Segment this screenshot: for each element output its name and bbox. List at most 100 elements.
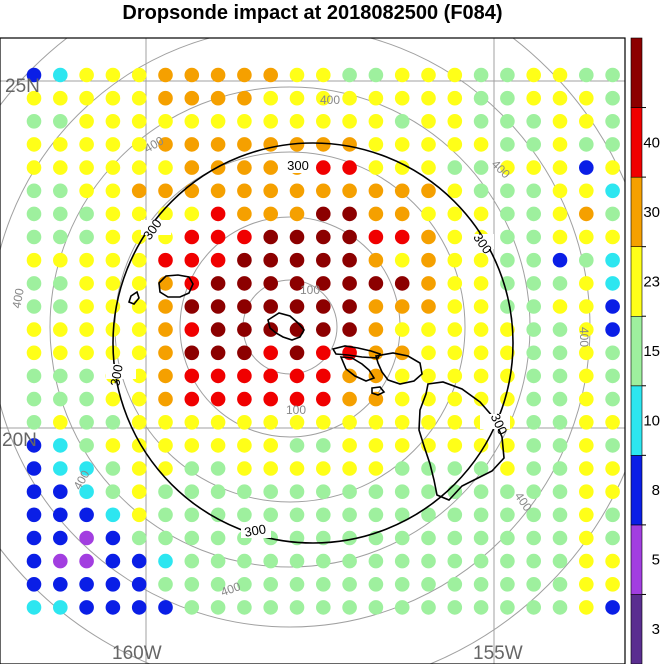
- colorbar-segment: [630, 594, 643, 664]
- colorbar-tick-label: 5: [652, 552, 660, 569]
- impact-dot: [289, 507, 305, 523]
- impact-dot: [552, 160, 568, 175]
- impact-dot: [237, 345, 252, 361]
- impact-dot: [394, 461, 410, 476]
- impact-dot: [210, 229, 226, 245]
- impact-dot: [579, 507, 594, 523]
- impact-dot: [316, 484, 331, 500]
- impact-dot: [184, 577, 200, 592]
- impact-dot: [79, 90, 94, 106]
- impact-dot: [552, 229, 568, 245]
- impact-dot: [53, 252, 68, 268]
- impact-dot: [342, 577, 357, 592]
- impact-dot: [53, 600, 68, 615]
- impact-dot: [105, 461, 121, 476]
- colorbar-segment: [630, 524, 643, 595]
- impact-dot: [342, 67, 357, 83]
- impact-dot: [263, 600, 279, 615]
- impact-dot: [263, 484, 279, 500]
- contour-label: 400: [320, 93, 340, 107]
- impact-dot: [289, 90, 305, 106]
- impact-dot: [105, 415, 121, 430]
- impact-dot: [316, 322, 331, 337]
- impact-dot: [473, 160, 489, 175]
- impact-dot: [289, 299, 305, 314]
- impact-dot: [342, 553, 357, 569]
- impact-dot: [184, 206, 200, 222]
- impact-dot: [263, 299, 279, 314]
- impact-dot: [316, 600, 331, 615]
- impact-dot: [342, 507, 357, 523]
- island-coastline: [128, 290, 140, 305]
- colorbar-tick-label: 3: [652, 621, 660, 638]
- impact-dot: [184, 299, 200, 314]
- impact-dot: [105, 206, 121, 222]
- impact-dot: [263, 90, 279, 106]
- impact-dot: [552, 553, 568, 569]
- impact-dot: [579, 229, 594, 245]
- impact-dot: [210, 553, 226, 569]
- impact-dot: [316, 391, 331, 407]
- impact-dot: [158, 577, 173, 592]
- impact-dot: [394, 137, 410, 152]
- impact-dot: [105, 183, 121, 199]
- impact-dot: [447, 345, 463, 361]
- impact-dot: [158, 252, 173, 268]
- impact-dot: [394, 345, 410, 361]
- impact-dot: [210, 252, 226, 268]
- impact-dot: [579, 553, 594, 569]
- impact-dot: [184, 114, 200, 129]
- impact-dot: [131, 206, 147, 222]
- impact-dot: [394, 276, 410, 291]
- impact-dot: [447, 391, 463, 407]
- impact-dot: [552, 530, 568, 546]
- impact-dot: [184, 600, 200, 615]
- impact-dot: [421, 600, 436, 615]
- impact-dot: [579, 322, 594, 337]
- impact-dot: [394, 322, 410, 337]
- impact-dot: [53, 206, 68, 222]
- impact-dot: [53, 368, 68, 384]
- impact-dot: [26, 391, 42, 407]
- impact-dot: [552, 90, 568, 106]
- impact-dot: [79, 67, 94, 83]
- impact-dot: [605, 252, 620, 268]
- impact-dot: [605, 484, 620, 500]
- impact-dot: [605, 577, 620, 592]
- impact-dot: [447, 507, 463, 523]
- impact-dot: [368, 553, 384, 569]
- impact-dot: [131, 345, 147, 361]
- impact-dot: [79, 530, 94, 546]
- impact-dot: [105, 90, 121, 106]
- impact-dot: [184, 507, 200, 523]
- impact-dot: [526, 322, 541, 337]
- impact-dot: [210, 368, 226, 384]
- island-coastline: [374, 352, 423, 385]
- impact-dot: [316, 345, 331, 361]
- impact-dot: [158, 345, 173, 361]
- impact-dot: [579, 252, 594, 268]
- impact-dot: [158, 322, 173, 337]
- impact-dot: [605, 600, 620, 615]
- contour-label: 100: [286, 403, 306, 417]
- impact-dot: [184, 530, 200, 546]
- impact-dot: [500, 229, 515, 245]
- impact-dot: [158, 67, 173, 83]
- impact-dot: [131, 114, 147, 129]
- impact-dot: [526, 391, 541, 407]
- colorbar-segment: [630, 385, 643, 456]
- impact-dot: [394, 299, 410, 314]
- island-coastline: [158, 274, 194, 298]
- impact-dot: [105, 160, 121, 175]
- impact-dot: [316, 299, 331, 314]
- impact-dot: [26, 137, 42, 152]
- impact-dot: [500, 507, 515, 523]
- impact-dot: [605, 438, 620, 453]
- impact-dot: [605, 530, 620, 546]
- impact-dots: [26, 67, 620, 615]
- contour-label: 400: [577, 327, 591, 347]
- impact-dot: [158, 507, 173, 523]
- impact-dot: [368, 229, 384, 245]
- impact-dot: [184, 415, 200, 430]
